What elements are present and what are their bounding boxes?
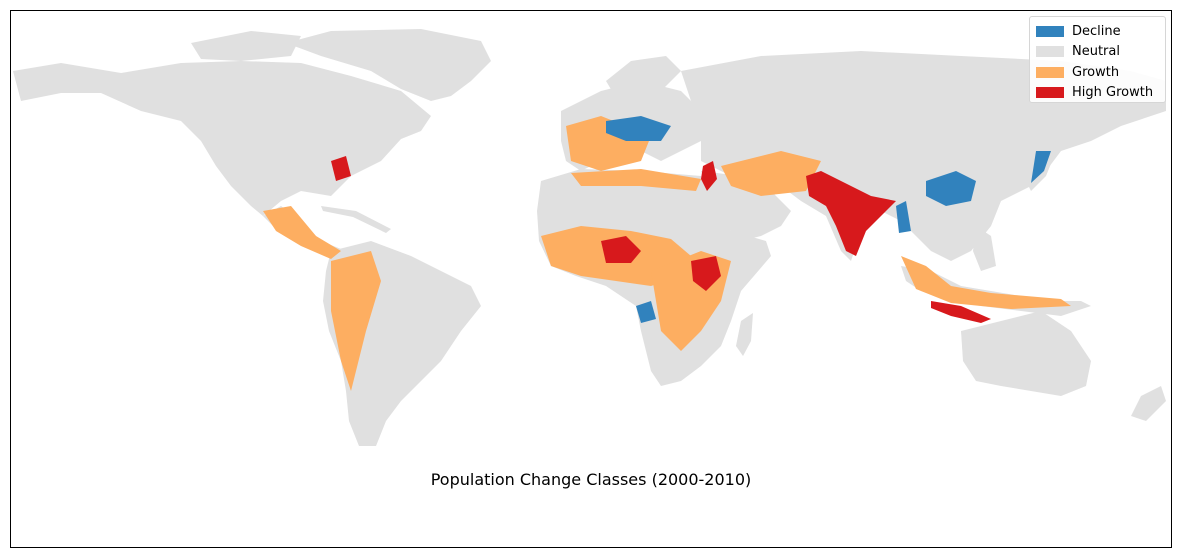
legend: Decline Neutral Growth High Growth [1029, 16, 1166, 103]
map-frame [10, 10, 1172, 548]
legend-swatch-decline [1036, 25, 1064, 37]
legend-item-high-growth: High Growth [1036, 83, 1159, 104]
legend-item-growth: Growth [1036, 62, 1159, 83]
decline-myanmar [896, 201, 911, 233]
decline-central-china [926, 171, 976, 206]
decline-japan [1031, 151, 1051, 183]
decline-central-africa [636, 301, 656, 323]
legend-item-neutral: Neutral [1036, 42, 1159, 63]
map-title: Population Change Classes (2000-2010) [430, 470, 752, 489]
growth-andes [331, 251, 381, 391]
growth-southeast-asia [901, 256, 1071, 309]
land-arabia [701, 171, 791, 241]
legend-swatch-high-growth [1036, 87, 1064, 99]
land-philippines [973, 226, 996, 271]
legend-swatch-growth [1036, 66, 1064, 78]
legend-label-high-growth: High Growth [1072, 85, 1154, 101]
land-madagascar [736, 313, 753, 356]
land-new-zealand [1131, 386, 1166, 421]
high-growth-india [806, 171, 896, 256]
world-map [13, 29, 1166, 446]
legend-swatch-neutral [1036, 46, 1064, 58]
land-asia [681, 51, 1166, 261]
land-australia [961, 311, 1091, 396]
land-scandinavia [606, 56, 681, 106]
growth-central-america [263, 206, 341, 259]
land-greenland [286, 29, 491, 101]
high-growth-nile [701, 161, 717, 191]
growth-sahel-north [571, 169, 701, 191]
high-growth-nigeria [601, 236, 641, 263]
legend-label-growth: Growth [1072, 64, 1120, 80]
land-north-america [13, 61, 431, 216]
high-growth-usa-east [331, 156, 351, 181]
growth-middle-east [721, 151, 821, 196]
population-change-layer [263, 116, 1071, 391]
land-arctic-islands [191, 31, 301, 61]
high-growth-java [931, 301, 991, 323]
legend-label-decline: Decline [1072, 23, 1121, 39]
decline-eastern-europe [606, 116, 671, 141]
land-cuba-caribbean [321, 206, 391, 233]
legend-item-decline: Decline [1036, 21, 1159, 42]
legend-label-neutral: Neutral [1072, 44, 1120, 60]
high-growth-east-africa [691, 256, 721, 291]
